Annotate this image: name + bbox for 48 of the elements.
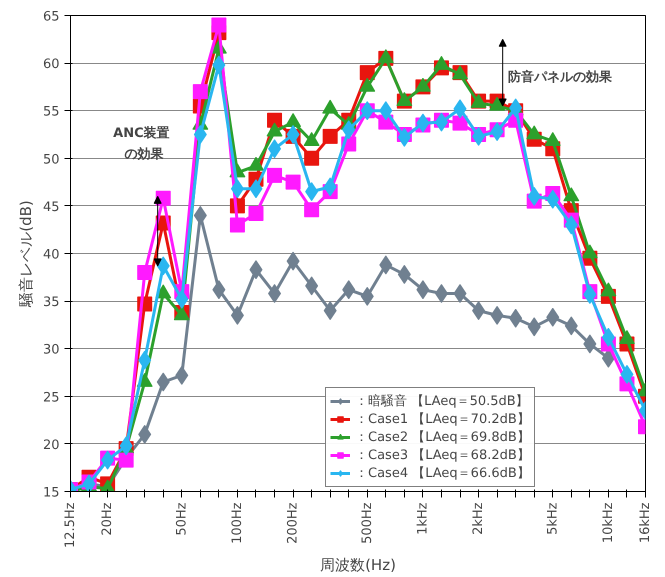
x-tick-label: 1kHz [415,502,430,535]
y-axis-title: 騒音レベル(dB) [16,200,35,308]
y-tick-label: 45 [42,200,60,215]
y-tick-label: 40 [42,248,60,262]
point [248,206,264,222]
x-tick-label: 500Hz [360,502,375,544]
annotation: の効果 [124,146,164,162]
legend-label: ：Case2 【LAeq＝69.8dB】 [355,429,530,446]
point [211,18,226,33]
x-tick-label: 200Hz [286,502,301,544]
legend-label: ：Case4 【LAeq＝66.6dB】 [355,465,530,482]
x-tick-label: 50Hz [174,502,190,536]
y-tick-label: 55 [42,104,60,120]
annotation: 防音パネルの効果 [508,68,614,85]
x-tick-label: 16kHz [638,502,653,544]
legend-label: ：Case1 【LAeq＝70.2dB】 [355,411,530,428]
point [194,125,207,144]
point [360,65,375,80]
point [230,217,245,232]
point [286,174,301,190]
x-tick-label: 12.5Hz [63,502,78,548]
y-tick-label: 15 [42,486,60,500]
y-tick-label: 20 [42,438,60,453]
point [137,265,152,280]
x-tick-label: 5kHz [545,502,560,535]
y-tick-label: 60 [42,57,60,72]
x-tick-label: 20Hz [100,502,116,536]
y-tick-label: 35 [42,295,60,310]
point [304,150,320,166]
x-axis-title: 周波数(Hz) [320,556,396,574]
point [286,125,300,144]
point [267,112,282,128]
point [452,116,468,131]
point [322,128,338,144]
point [118,452,134,468]
x-tick-label: 2kHz [471,502,486,535]
point [267,168,282,183]
legend-label: ：Case3 【LAeq＝68.2dB】 [355,447,530,464]
legend-label: ：暗騒音 【LAeq＝50.5dB】 [355,393,529,410]
x-tick-label: 10kHz [600,502,616,544]
y-tick-label: 25 [42,390,60,406]
y-tick-label: 65 [42,10,60,24]
point [192,84,208,100]
point [304,202,320,218]
y-tick-label: 30 [42,342,60,358]
annotation: ANC装置 [113,126,170,142]
y-tick-label: 50 [42,152,60,168]
x-tick-label: 100Hz [230,502,245,544]
